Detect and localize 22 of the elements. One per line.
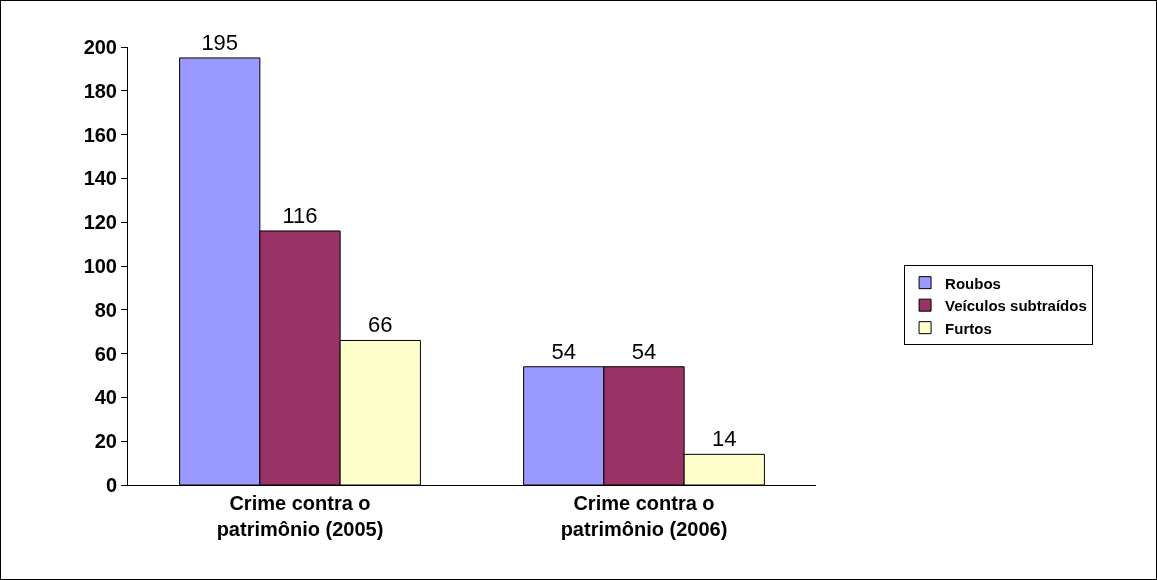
data-label: 116 (282, 202, 318, 228)
y-tick-label: 80 (94, 298, 117, 321)
y-tick-label: 20 (94, 430, 117, 453)
legend-label: Roubos (945, 274, 1001, 292)
legend-label: Veículos subtraídos (945, 297, 1087, 315)
x-tick-label: Crime contra o patrimônio (2005) (216, 492, 384, 540)
data-label: 14 (712, 426, 737, 452)
data-label: 195 (201, 29, 239, 55)
y-tick-label: 100 (83, 255, 117, 277)
data-label: 66 (368, 312, 393, 338)
data-label: 54 (551, 338, 576, 364)
legend-label: Furtos (945, 319, 992, 337)
y-tick-label: 120 (83, 211, 117, 234)
y-tick-label: 160 (83, 123, 117, 146)
y-tick-label: 60 (94, 342, 117, 365)
y-tick-label: 0 (105, 474, 117, 496)
y-tick-label: 200 (83, 36, 117, 58)
y-tick-label: 180 (83, 79, 117, 102)
x-tick-label: Crime contra o patrimônio (2006) (560, 492, 728, 540)
y-tick-label: 140 (83, 167, 117, 190)
data-label: 54 (631, 338, 657, 364)
y-tick-label: 40 (94, 386, 117, 409)
